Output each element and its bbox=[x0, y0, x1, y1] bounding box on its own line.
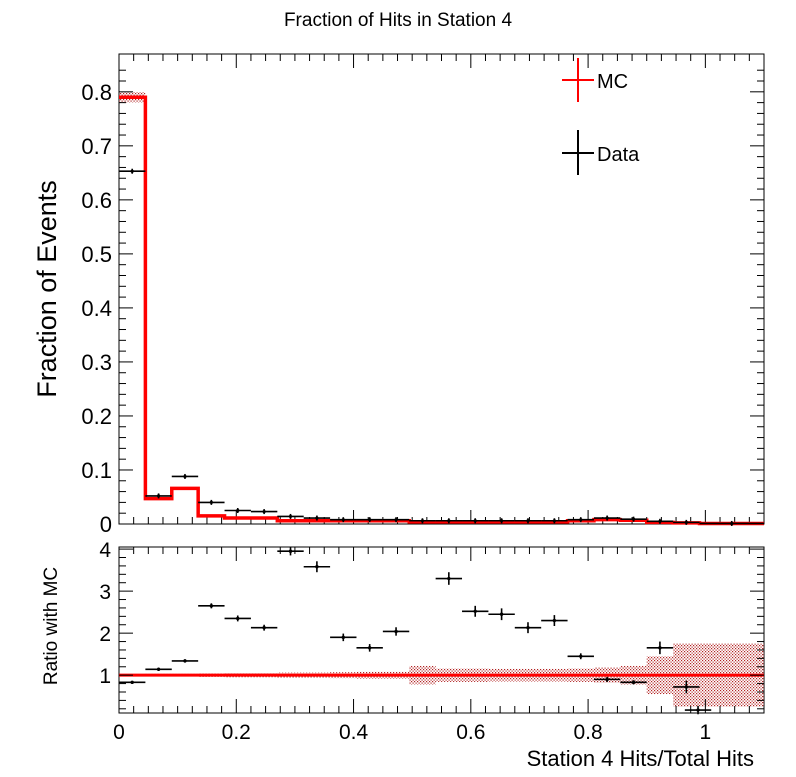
ratio-point bbox=[646, 641, 674, 655]
ratio-point bbox=[593, 676, 621, 682]
ratio-y-tick-label: 4 bbox=[99, 539, 111, 562]
ratio-point bbox=[620, 680, 647, 685]
data-point bbox=[409, 518, 436, 524]
ratio-point bbox=[198, 603, 225, 609]
ratio-point bbox=[330, 633, 357, 642]
data-point bbox=[646, 518, 674, 524]
ratio-point bbox=[684, 705, 712, 715]
data-point bbox=[462, 518, 489, 524]
data-point bbox=[330, 517, 357, 523]
ratio-point bbox=[303, 561, 331, 573]
top-y-tick-label: 0.6 bbox=[81, 188, 112, 213]
ratio-point bbox=[356, 644, 383, 652]
legend-entry-mc: MC bbox=[562, 58, 628, 102]
ratio-point bbox=[145, 667, 172, 671]
top-y-tick-label: 0 bbox=[100, 512, 112, 537]
top-y-tick-label: 0.1 bbox=[81, 458, 112, 483]
data-point bbox=[198, 499, 225, 505]
data-point bbox=[145, 493, 172, 499]
data-point bbox=[593, 515, 621, 521]
data-point bbox=[382, 517, 410, 523]
ratio-point bbox=[382, 627, 410, 636]
bottom-panel: 1 2 3 4 0 0.2 0.4 0.6 0.8 1 Ratio with MC Statio… bbox=[41, 539, 765, 771]
ratio-y-tick-label: 3 bbox=[99, 581, 111, 604]
data-point bbox=[488, 518, 515, 524]
data-point bbox=[356, 517, 383, 523]
data-point bbox=[435, 518, 463, 524]
x-tick-label: 0.6 bbox=[456, 721, 485, 744]
legend-mc-label: MC bbox=[597, 71, 628, 93]
legend: MC Data bbox=[562, 58, 640, 175]
x-tick-label: 0.4 bbox=[339, 721, 369, 744]
top-plot-frame bbox=[118, 53, 765, 525]
ratio-point bbox=[567, 653, 594, 660]
ratio-points bbox=[119, 547, 712, 715]
ratio-point bbox=[119, 680, 146, 685]
ratio-point bbox=[673, 680, 700, 694]
ratio-point bbox=[171, 659, 199, 663]
top-y-tick-label: 0.8 bbox=[81, 80, 112, 105]
ratio-y-axis: 1 2 3 4 bbox=[99, 539, 764, 710]
ratio-point bbox=[462, 605, 489, 617]
data-point bbox=[514, 518, 542, 524]
top-panel: 0 0.1 0.2 0.3 0.4 0.5 0.6 0.7 0.8 Fraction of Ev… bbox=[32, 53, 765, 537]
data-point bbox=[699, 520, 764, 526]
x-tick-label: 1 bbox=[700, 721, 712, 744]
mc-error-band-top bbox=[119, 92, 764, 525]
top-y-tick-label: 0.7 bbox=[81, 134, 112, 159]
data-point bbox=[171, 473, 199, 479]
chart-title: Fraction of Hits in Station 4 bbox=[284, 10, 513, 31]
x-tick-label: 0 bbox=[113, 721, 125, 744]
data-point bbox=[541, 518, 568, 524]
ratio-y-tick-label: 1 bbox=[99, 665, 111, 688]
ratio-point bbox=[250, 624, 278, 631]
data-point bbox=[620, 516, 647, 522]
ratio-point bbox=[488, 608, 515, 621]
top-y-tick-label: 0.3 bbox=[81, 350, 112, 375]
x-tick-label: 0.8 bbox=[573, 721, 602, 744]
x-axis: 0 0.2 0.4 0.6 0.8 1 bbox=[113, 547, 765, 744]
top-y-tick-label: 0.2 bbox=[81, 404, 112, 429]
data-points-top bbox=[119, 168, 764, 526]
data-point bbox=[224, 507, 251, 513]
data-point bbox=[250, 509, 278, 515]
x-axis-label: Station 4 Hits/Total Hits bbox=[527, 746, 754, 771]
legend-data-label: Data bbox=[597, 144, 640, 166]
top-y-tick-label: 0.5 bbox=[81, 242, 112, 267]
ratio-point bbox=[541, 615, 568, 627]
ratio-point bbox=[277, 547, 304, 556]
data-point bbox=[567, 517, 594, 523]
data-point bbox=[277, 513, 304, 519]
top-y-tick-label: 0.4 bbox=[81, 296, 112, 321]
legend-entry-data: Data bbox=[562, 130, 640, 175]
mc-step-line bbox=[119, 95, 764, 526]
ratio-y-tick-label: 2 bbox=[99, 623, 111, 646]
ratio-y-axis-label: Ratio with MC bbox=[41, 567, 62, 685]
top-y-axis-label: Fraction of Events bbox=[32, 180, 62, 398]
ratio-point bbox=[224, 615, 251, 622]
top-y-axis: 0 0.1 0.2 0.3 0.4 0.5 0.6 0.7 0.8 bbox=[81, 54, 765, 537]
data-point bbox=[303, 515, 331, 521]
data-point bbox=[673, 519, 700, 525]
x-tick-label: 0.2 bbox=[222, 721, 251, 744]
data-point bbox=[119, 168, 146, 174]
ratio-point bbox=[435, 572, 463, 585]
ratio-point bbox=[514, 622, 542, 634]
